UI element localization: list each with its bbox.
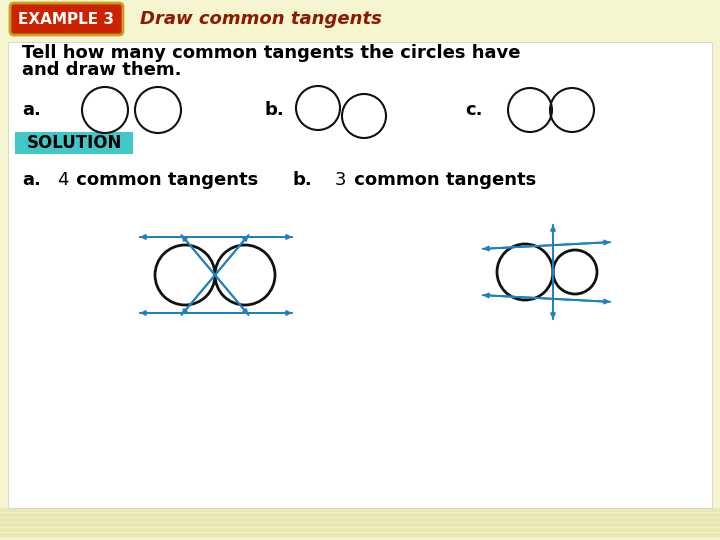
Text: c.: c. (465, 101, 482, 119)
Text: Tell how many common tangents the circles have: Tell how many common tangents the circle… (22, 44, 521, 62)
Text: a.: a. (22, 101, 41, 119)
Text: 3: 3 (335, 171, 346, 189)
Bar (0, 0, 720, 42)
Text: b.: b. (265, 101, 284, 119)
FancyBboxPatch shape (10, 3, 123, 35)
Text: common tangents: common tangents (70, 171, 258, 189)
Text: EXAMPLE 3: EXAMPLE 3 (18, 11, 114, 26)
Bar (15, 132, 133, 154)
Bar (8, 42, 712, 508)
Text: and draw them.: and draw them. (22, 61, 181, 79)
Text: b.: b. (293, 171, 312, 189)
Text: common tangents: common tangents (348, 171, 536, 189)
Text: 4: 4 (57, 171, 68, 189)
Text: Draw common tangents: Draw common tangents (140, 10, 382, 28)
Text: a.: a. (22, 171, 41, 189)
Text: SOLUTION: SOLUTION (27, 134, 122, 152)
